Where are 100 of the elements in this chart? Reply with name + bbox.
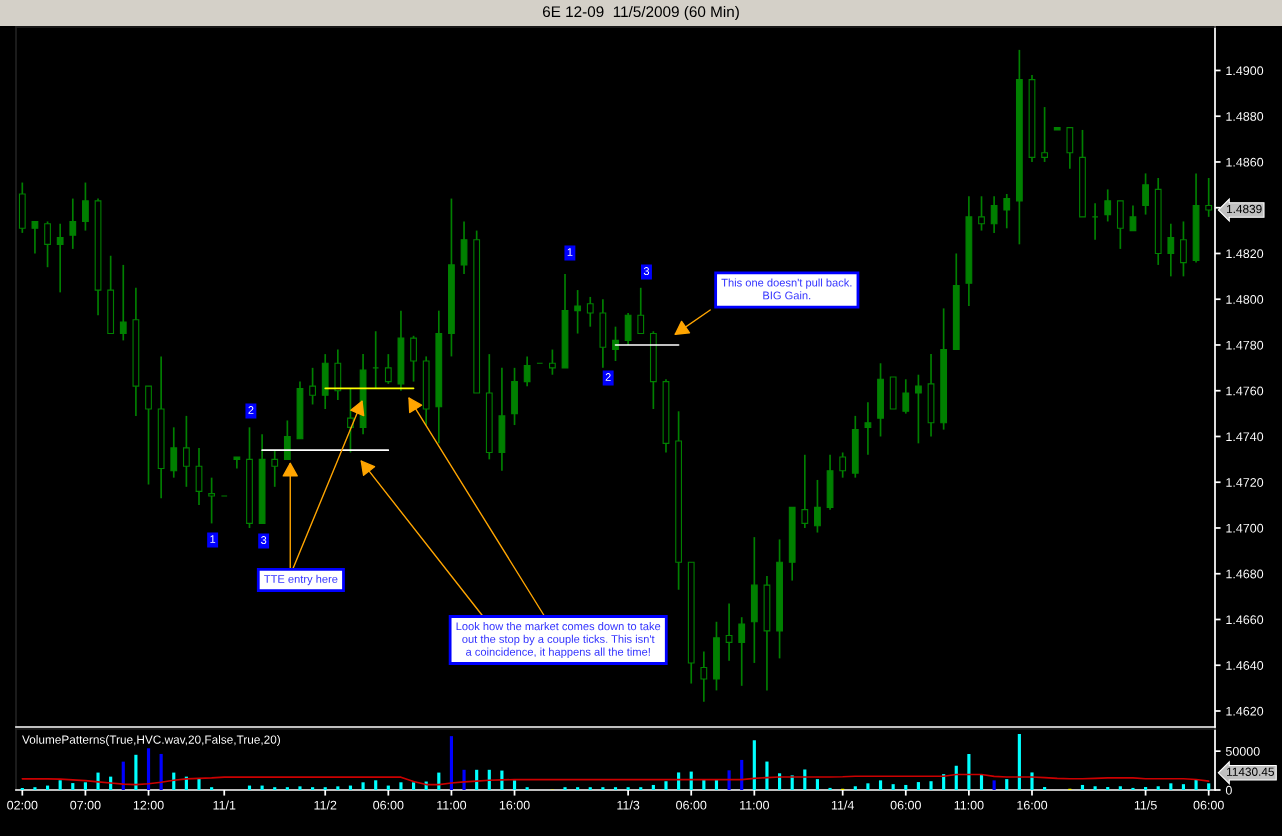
bar [601, 787, 605, 790]
x-tick-label: 11/2 [314, 800, 337, 810]
bar [929, 781, 933, 790]
y-tick-label: 1.4860 [1226, 157, 1264, 167]
candlestick [612, 325, 619, 362]
bar [904, 784, 908, 790]
y-tick-label: 1.4740 [1226, 432, 1264, 442]
bar [866, 783, 870, 790]
bar [58, 780, 62, 790]
y-tick-label: 1.4760 [1226, 386, 1264, 396]
x-tick-label: 11/3 [617, 800, 640, 810]
candlestick [814, 479, 821, 534]
candlestick [182, 415, 190, 488]
candlestick [145, 385, 152, 486]
y-tick-label: 1.4780 [1226, 340, 1264, 350]
candlestick [1205, 177, 1213, 218]
candlestick [1041, 106, 1049, 163]
bar [878, 780, 883, 790]
x-tick-label: 16:00 [499, 800, 530, 810]
y-tick-label: 1.4800 [1226, 295, 1264, 304]
x-tick-label: 07:00 [70, 800, 101, 810]
bar [210, 787, 214, 790]
bar [20, 787, 24, 790]
y-tick-label: 1.4620 [1226, 706, 1264, 716]
line-series [21, 773, 1210, 786]
bar [449, 736, 453, 790]
candlestick [31, 220, 39, 255]
candlestick [69, 197, 77, 250]
x-tick-label: 06:00 [373, 800, 404, 810]
candlestick [208, 476, 216, 525]
text: 1.4839 [1227, 204, 1262, 214]
x-tick-label: 11:00 [740, 800, 770, 810]
bar [411, 782, 416, 790]
y-tick-label: 1.4660 [1226, 615, 1264, 625]
bar [311, 787, 315, 790]
bar [664, 781, 668, 790]
annotation: 1 [210, 535, 216, 543]
candlestick [119, 264, 127, 342]
bar [285, 787, 289, 790]
bar [576, 787, 580, 790]
candlestick [1167, 222, 1175, 278]
bar [134, 754, 138, 790]
candlestick [637, 286, 645, 335]
x-tick-label: 12:00 [133, 800, 164, 810]
bar [298, 786, 302, 790]
bar [1144, 787, 1148, 790]
candlestick [82, 181, 89, 232]
x-tick-label: 06:00 [1193, 800, 1224, 810]
candlestick [801, 453, 809, 529]
y-tick-label: 0 [1225, 785, 1232, 795]
bar [361, 782, 365, 790]
bar [1118, 786, 1122, 790]
bar [967, 754, 971, 790]
y-tick-label: 1.4640 [1226, 661, 1264, 670]
annotation: This one doesn't pull back. BIG Gain. [721, 278, 852, 300]
bar [727, 770, 731, 790]
annotation: 2 [248, 406, 254, 414]
candlestick [990, 195, 998, 234]
candlestick [549, 348, 556, 376]
y-tick-label: 1.4680 [1226, 569, 1264, 579]
candlestick [233, 456, 241, 470]
candlestick [410, 334, 417, 383]
bar [613, 787, 618, 790]
x-tick-label: 11:00 [954, 800, 984, 810]
bar [323, 787, 327, 790]
bar [374, 780, 378, 790]
x-tick-label: 06:00 [890, 800, 921, 810]
x-tick-label: 11/4 [831, 800, 855, 810]
y-tick-label: 1.4700 [1226, 523, 1264, 533]
bar [563, 787, 567, 790]
bar [462, 769, 466, 790]
bar [1080, 784, 1085, 790]
annotation: 2 [605, 373, 611, 381]
candlestick [1180, 220, 1187, 278]
bar [146, 748, 151, 790]
chart-title: 6E 12-09 11/5/2009 (60 Min) [542, 5, 739, 21]
bar [639, 787, 643, 790]
candlestick [915, 373, 922, 445]
bar [752, 740, 756, 790]
candlestick [586, 296, 594, 328]
candlestick [384, 353, 392, 385]
annotation: TTE entry here [264, 574, 338, 586]
bar [1156, 786, 1160, 790]
candlestick [283, 419, 291, 461]
bar [1017, 733, 1021, 790]
bar [979, 774, 984, 790]
bar [1194, 779, 1198, 790]
candlestick [1142, 172, 1149, 216]
bar [1169, 783, 1173, 790]
x-tick-label: 11/1 [213, 800, 236, 810]
bar [677, 772, 681, 790]
annotation: Look how the market comes down to take out the stop by a couple ticks. This isn't a coincidence, it happens all the time! [456, 622, 661, 658]
candlestick [725, 602, 733, 662]
y-tick-label: 1.4900 [1226, 66, 1264, 76]
candlestick [902, 378, 910, 415]
bar [916, 782, 920, 790]
bar [273, 787, 277, 790]
bar [83, 782, 87, 790]
candlestick [1104, 188, 1112, 223]
bar [512, 780, 517, 790]
